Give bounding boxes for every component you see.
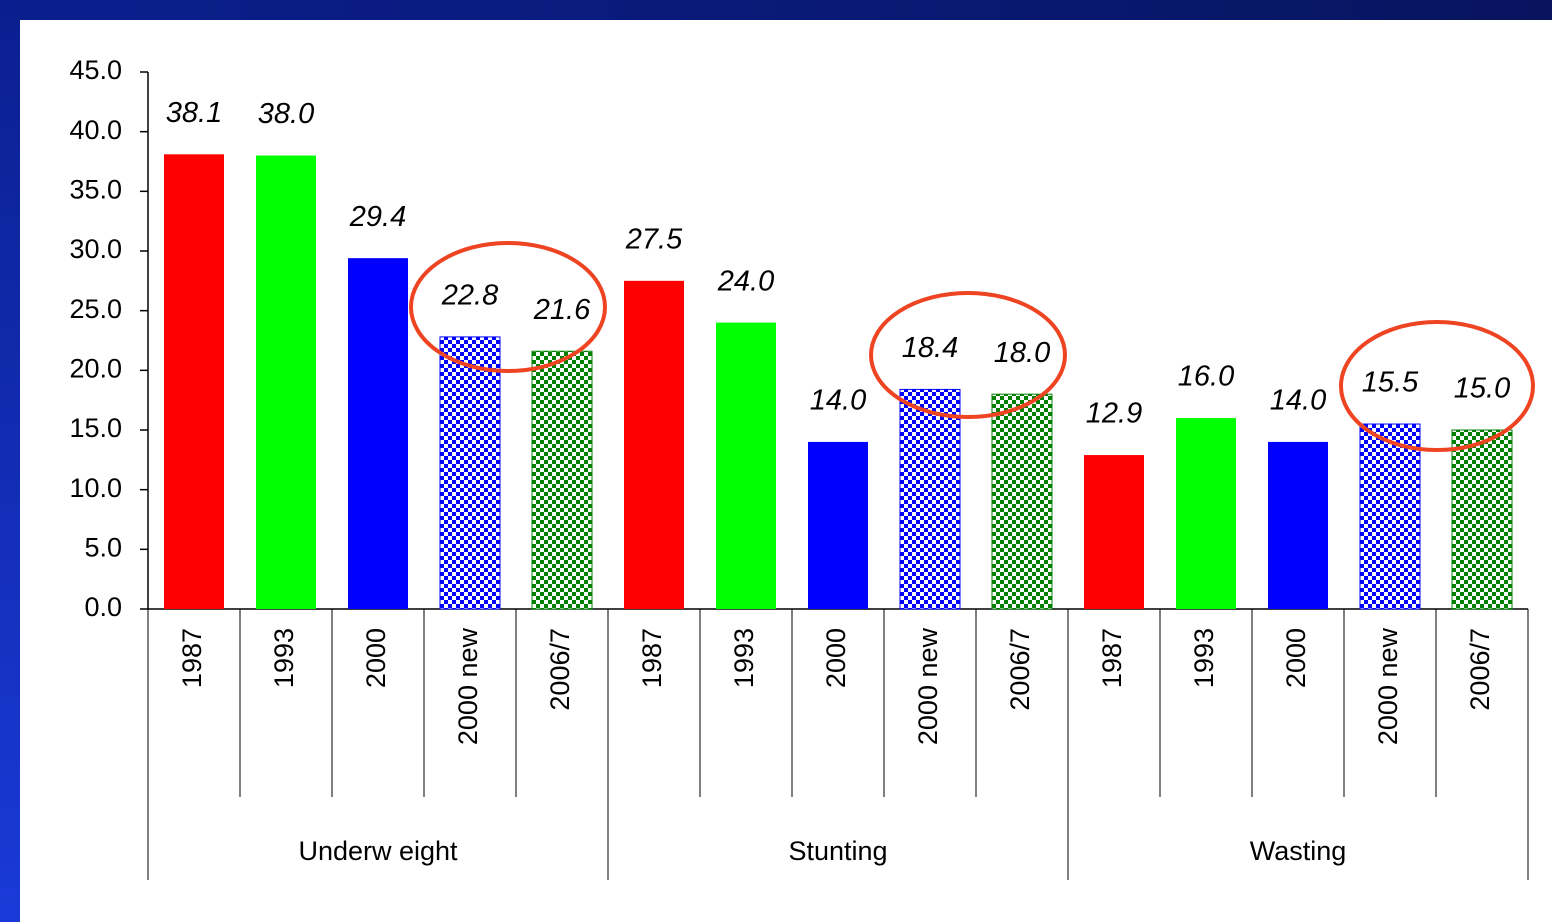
frame-top <box>0 0 1552 20</box>
value-label: 14.0 <box>810 385 866 417</box>
x-tick-label: 2006/7 <box>545 628 575 711</box>
x-tick-label: 2000 <box>1281 628 1311 688</box>
bar <box>164 154 224 609</box>
value-label: 24.0 <box>717 265 774 297</box>
highlights <box>409 241 1535 452</box>
value-label: 15.0 <box>1454 373 1510 405</box>
y-tick-label: 5.0 <box>84 532 122 562</box>
group-label: Underw eight <box>298 836 458 866</box>
y-tick-label: 40.0 <box>69 115 122 145</box>
y-tick-label: 35.0 <box>69 174 122 204</box>
x-tick-label: 2000 new <box>1373 628 1403 746</box>
x-tick-label: 1987 <box>177 628 207 688</box>
x-tick-label: 2006/7 <box>1005 628 1035 711</box>
y-tick-label: 25.0 <box>69 294 122 324</box>
bar <box>899 388 961 610</box>
x-tick-label: 1993 <box>729 628 759 688</box>
bar <box>991 393 1053 610</box>
value-label: 15.5 <box>1362 367 1419 399</box>
value-label: 38.0 <box>258 98 314 130</box>
value-label: 22.8 <box>441 280 498 312</box>
bar <box>1084 455 1144 609</box>
bar <box>1268 441 1328 609</box>
bar <box>256 155 316 610</box>
x-tick-label: 2000 <box>821 628 851 688</box>
value-label: 18.0 <box>994 337 1050 369</box>
value-label: 29.4 <box>349 201 406 233</box>
bar <box>716 322 776 609</box>
y-tick-label: 45.0 <box>69 55 122 85</box>
x-tick-label: 2000 new <box>913 628 943 746</box>
x-tick-label: 1993 <box>1189 628 1219 688</box>
bar <box>624 280 684 609</box>
value-label: 21.6 <box>533 294 591 326</box>
bar <box>348 258 408 609</box>
bar <box>1451 429 1513 610</box>
value-label: 38.1 <box>166 97 222 129</box>
x-tick-label: 1987 <box>1097 628 1127 688</box>
y-tick-label: 0.0 <box>84 592 122 622</box>
value-label: 12.9 <box>1086 398 1142 430</box>
bar <box>1359 423 1421 610</box>
bar <box>439 336 501 610</box>
highlight-ellipse <box>1339 320 1535 452</box>
bar <box>808 441 868 609</box>
bar <box>531 350 593 610</box>
x-tick-label: 2006/7 <box>1465 628 1495 711</box>
value-label: 16.0 <box>1178 361 1234 393</box>
value-label: 14.0 <box>1270 385 1326 417</box>
x-tick-label: 1987 <box>637 628 667 688</box>
x-tick-label: 2000 <box>361 628 391 688</box>
y-tick-label: 20.0 <box>69 353 122 383</box>
value-label: 18.4 <box>902 332 958 364</box>
y-tick-label: 15.0 <box>69 413 122 443</box>
value-label: 27.5 <box>625 223 683 255</box>
bar <box>1176 418 1236 609</box>
group-label: Stunting <box>788 836 887 866</box>
highlight-ellipse <box>869 291 1067 419</box>
highlight-ellipse <box>409 241 607 373</box>
x-tick-label: 2000 new <box>453 628 483 746</box>
group-label: Wasting <box>1250 836 1347 866</box>
y-tick-label: 30.0 <box>69 234 122 264</box>
y-tick-label: 10.0 <box>69 473 122 503</box>
x-tick-label: 1993 <box>269 628 299 688</box>
